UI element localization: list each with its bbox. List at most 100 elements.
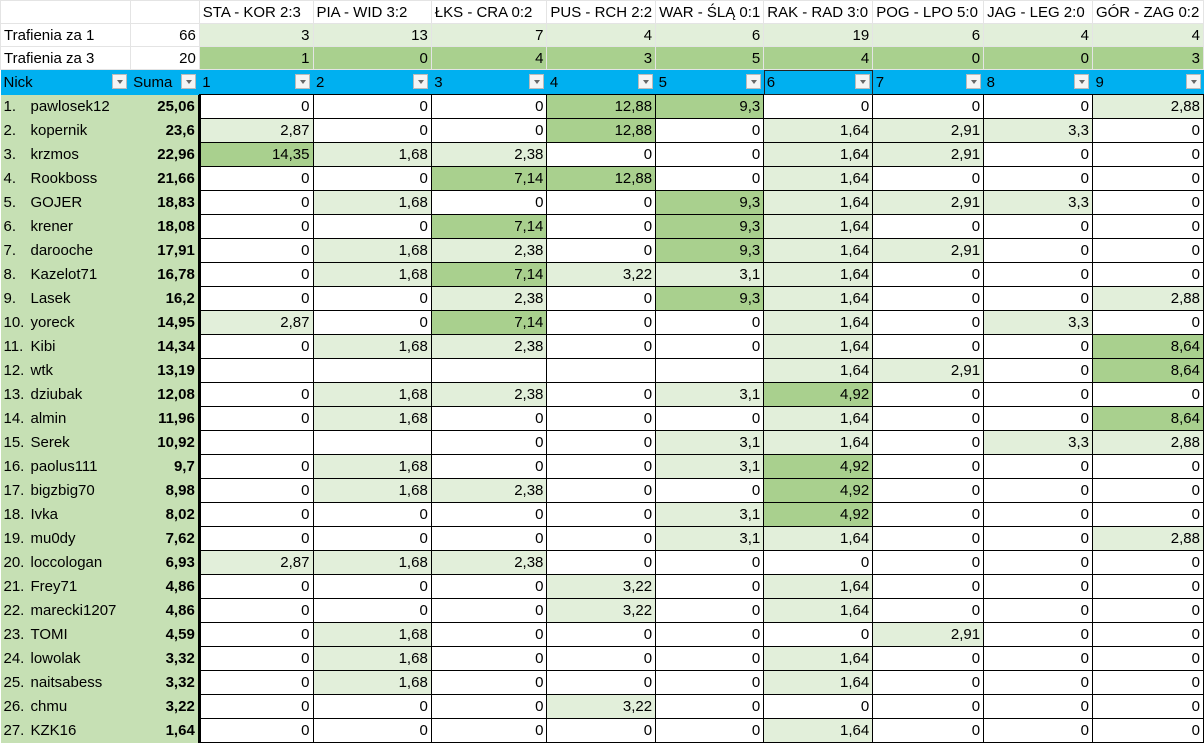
filter-dropdown-icon[interactable] — [854, 74, 870, 89]
score-cell[interactable]: 1,68 — [312, 478, 432, 503]
score-cell[interactable]: 0 — [198, 382, 314, 407]
nick-cell[interactable]: 18. Ivka — [0, 502, 131, 527]
score-cell[interactable]: 0 — [872, 718, 985, 743]
score-cell[interactable]: 3,3 — [983, 118, 1093, 143]
score-cell[interactable]: 0 — [983, 478, 1093, 503]
score-cell[interactable]: 0 — [655, 310, 765, 335]
nick-cell[interactable]: 1. pawlosek12 — [0, 94, 131, 119]
score-cell[interactable]: 0 — [1091, 622, 1204, 647]
score-cell[interactable]: 0 — [546, 310, 657, 335]
score-cell[interactable]: 0 — [198, 286, 314, 311]
filter-dropdown-icon[interactable] — [413, 74, 429, 89]
score-cell[interactable]: 0 — [983, 598, 1093, 623]
score-cell[interactable]: 0 — [430, 94, 548, 119]
header-col-5[interactable]: 5 — [655, 69, 764, 95]
score-cell[interactable]: 1,68 — [312, 334, 432, 359]
score-cell[interactable]: 0 — [1091, 598, 1204, 623]
score-cell[interactable]: 0 — [655, 478, 765, 503]
header-col-4[interactable]: 4 — [546, 69, 656, 95]
nick-cell[interactable]: 23. TOMI — [0, 622, 131, 647]
score-cell[interactable]: 0 — [655, 406, 765, 431]
score-cell[interactable]: 8,64 — [1091, 334, 1204, 359]
filter-dropdown-icon[interactable] — [965, 74, 981, 89]
score-cell[interactable]: 3,22 — [546, 262, 657, 287]
header-col-6[interactable]: 6 — [763, 69, 873, 95]
hit-count[interactable]: 13 — [312, 23, 432, 47]
score-cell[interactable]: 0 — [312, 694, 432, 719]
score-cell[interactable]: 0 — [872, 502, 985, 527]
sum-cell[interactable]: 1,64 — [130, 718, 201, 743]
score-cell[interactable]: 0 — [546, 646, 657, 671]
score-cell[interactable]: 0 — [430, 622, 548, 647]
score-cell[interactable]: 0 — [430, 670, 548, 695]
score-cell[interactable]: 1,68 — [312, 622, 432, 647]
score-cell[interactable]: 2,38 — [430, 286, 548, 311]
score-cell[interactable]: 7,14 — [430, 262, 548, 287]
empty-cell[interactable] — [129, 0, 200, 24]
score-cell[interactable]: 0 — [198, 574, 314, 599]
score-cell[interactable]: 3,3 — [983, 310, 1093, 335]
match-header[interactable]: RAK - RAD 3:0 — [763, 0, 874, 24]
score-cell[interactable]: 1,68 — [312, 238, 432, 263]
score-cell[interactable]: 1,64 — [763, 646, 874, 671]
score-cell[interactable]: 2,91 — [872, 118, 985, 143]
sum-cell[interactable]: 4,86 — [130, 574, 201, 599]
header-col-7[interactable]: 7 — [872, 69, 984, 95]
hit-count[interactable]: 0 — [983, 46, 1093, 70]
score-cell[interactable]: 0 — [312, 718, 432, 743]
score-cell[interactable]: 2,87 — [198, 550, 314, 575]
sum-cell[interactable]: 3,22 — [130, 694, 201, 719]
score-cell[interactable] — [198, 358, 314, 383]
nick-cell[interactable]: 9. Lasek — [0, 286, 131, 311]
score-cell[interactable]: 0 — [763, 550, 874, 575]
score-cell[interactable]: 1,68 — [312, 406, 432, 431]
nick-cell[interactable]: 2. kopernik — [0, 118, 131, 143]
score-cell[interactable]: 0 — [312, 166, 432, 191]
score-cell[interactable]: 0 — [198, 94, 314, 119]
score-cell[interactable]: 0 — [198, 502, 314, 527]
nick-cell[interactable]: 3. krzmos — [0, 142, 131, 167]
score-cell[interactable]: 0 — [872, 694, 985, 719]
hit-count[interactable]: 3 — [1091, 46, 1204, 70]
score-cell[interactable]: 0 — [546, 190, 657, 215]
score-cell[interactable]: 0 — [983, 262, 1093, 287]
filter-dropdown-icon[interactable] — [112, 74, 128, 89]
score-cell[interactable]: 0 — [198, 454, 314, 479]
score-cell[interactable]: 0 — [312, 286, 432, 311]
score-cell[interactable] — [198, 430, 314, 455]
sum-cell[interactable]: 10,92 — [130, 430, 201, 455]
nick-cell[interactable]: 7. darooche — [0, 238, 131, 263]
hit-count[interactable]: 5 — [655, 46, 765, 70]
score-cell[interactable]: 0 — [872, 598, 985, 623]
score-cell[interactable]: 1,64 — [763, 286, 874, 311]
score-cell[interactable]: 2,87 — [198, 310, 314, 335]
hit-count[interactable]: 1 — [198, 46, 314, 70]
score-cell[interactable]: 0 — [655, 622, 765, 647]
score-cell[interactable]: 0 — [430, 574, 548, 599]
score-cell[interactable]: 1,68 — [312, 190, 432, 215]
score-cell[interactable]: 0 — [1091, 382, 1204, 407]
nick-cell[interactable]: 16. paolus111 — [0, 454, 131, 479]
sum-cell[interactable]: 16,78 — [130, 262, 201, 287]
score-cell[interactable]: 0 — [1091, 574, 1204, 599]
score-cell[interactable]: 0 — [198, 622, 314, 647]
score-cell[interactable]: 0 — [546, 718, 657, 743]
score-cell[interactable]: 0 — [430, 502, 548, 527]
score-cell[interactable]: 0 — [655, 694, 765, 719]
score-cell[interactable]: 0 — [1091, 118, 1204, 143]
sum-cell[interactable]: 16,2 — [130, 286, 201, 311]
filter-dropdown-icon[interactable] — [637, 74, 653, 89]
score-cell[interactable]: 1,64 — [763, 214, 874, 239]
score-cell[interactable]: 3,1 — [655, 526, 765, 551]
score-cell[interactable]: 1,64 — [763, 142, 874, 167]
score-cell[interactable]: 0 — [872, 670, 985, 695]
score-cell[interactable]: 2,38 — [430, 238, 548, 263]
hit-count[interactable]: 4 — [1091, 23, 1204, 47]
match-header[interactable]: JAG - LEG 2:0 — [983, 0, 1093, 24]
score-cell[interactable]: 0 — [430, 190, 548, 215]
score-cell[interactable]: 1,64 — [763, 718, 874, 743]
score-cell[interactable]: 2,88 — [1091, 286, 1204, 311]
score-cell[interactable]: 0 — [983, 454, 1093, 479]
score-cell[interactable]: 0 — [1091, 718, 1204, 743]
score-cell[interactable]: 0 — [1091, 550, 1204, 575]
